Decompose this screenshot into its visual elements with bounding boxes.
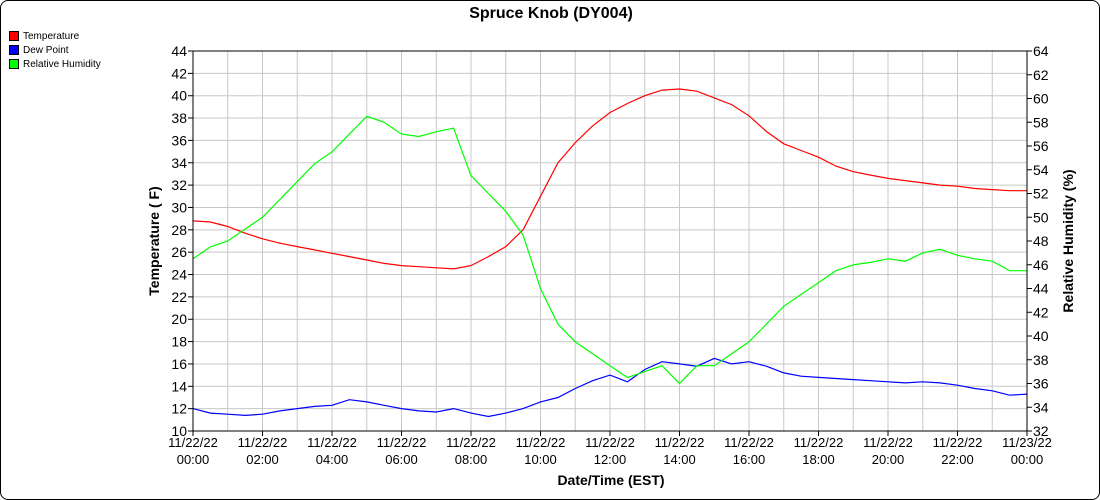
y2-tick-label: 40: [1033, 328, 1049, 344]
grid: [192, 50, 1028, 432]
y2-tick-label: 46: [1033, 257, 1049, 273]
x-tick-time: 20:00: [872, 452, 905, 467]
x-tick-date: 11/22/22: [655, 435, 705, 450]
x-tick-time: 22:00: [941, 452, 974, 467]
x-tick-date: 11/23/22: [1002, 435, 1052, 450]
y2-tick-label: 42: [1033, 304, 1049, 320]
x-tick-time: 12:00: [594, 452, 627, 467]
y-tick-label: 30: [171, 199, 187, 215]
y2-tick-label: 34: [1033, 399, 1049, 415]
y2-tick-label: 56: [1033, 138, 1049, 154]
x-tick-date: 11/22/22: [724, 435, 774, 450]
x-tick-date: 11/22/22: [585, 435, 635, 450]
y-axis-label: Temperature ( F): [146, 186, 162, 295]
x-tick-date: 11/22/22: [238, 435, 288, 450]
legend-label-relative-humidity: Relative Humidity: [23, 58, 101, 70]
y2-tick-label: 60: [1033, 91, 1049, 107]
x-tick-time: 00:00: [177, 452, 210, 467]
y-tick-label: 36: [171, 132, 187, 148]
legend-swatch-temperature: [9, 31, 19, 41]
x-tick-date: 11/22/22: [307, 435, 357, 450]
y-tick-label: 22: [171, 289, 187, 305]
legend: Temperature Dew Point Relative Humidity: [9, 29, 101, 71]
y-tick-label: 24: [171, 267, 187, 283]
y-tick-label: 44: [171, 43, 187, 59]
y-axis-right: 32 34 36 38 40 42 44 46 48 50 52 54 56 58 60 62 64: [1027, 43, 1049, 439]
x-tick-time: 14:00: [663, 452, 696, 467]
y2-axis-label: Relative Humidity (%): [1060, 169, 1076, 312]
x-tick-date: 11/22/22: [863, 435, 913, 450]
legend-swatch-relative-humidity: [9, 59, 19, 69]
y-tick-label: 32: [171, 177, 187, 193]
y-tick-label: 16: [171, 356, 187, 372]
chart-title: Spruce Knob (DY004): [469, 5, 633, 22]
x-tick-date: 11/22/22: [377, 435, 427, 450]
x-tick-date: 11/22/22: [794, 435, 844, 450]
y-tick-label: 10: [171, 423, 187, 439]
series-line-temperature: [192, 88, 1027, 270]
y2-tick-label: 48: [1033, 233, 1049, 249]
y2-tick-label: 50: [1033, 209, 1049, 225]
legend-label-dew-point: Dew Point: [23, 44, 69, 56]
x-tick-time: 08:00: [455, 452, 488, 467]
legend-swatch-dew-point: [9, 45, 19, 55]
y2-tick-label: 36: [1033, 376, 1049, 392]
legend-item-temperature: Temperature: [9, 29, 101, 43]
legend-label-temperature: Temperature: [23, 30, 80, 42]
y2-tick-label: 38: [1033, 352, 1049, 368]
legend-item-relative-humidity: Relative Humidity: [9, 57, 101, 71]
series-lines: [192, 88, 1028, 418]
x-tick-date: 11/22/22: [933, 435, 983, 450]
y-tick-label: 18: [171, 334, 187, 350]
x-tick-date: 11/22/22: [168, 435, 218, 450]
x-tick-time: 00:00: [1011, 452, 1044, 467]
y-tick-label: 14: [171, 378, 187, 394]
y-tick-label: 42: [171, 65, 187, 81]
y-tick-label: 34: [171, 155, 187, 171]
y2-tick-label: 54: [1033, 162, 1049, 178]
y-axis-left: 10 12 14 16 18 20 22 24 26 28 30 32 34 36 38 40 42 44: [171, 43, 193, 439]
y2-tick-label: 62: [1033, 67, 1049, 83]
y-tick-label: 20: [171, 311, 187, 327]
x-axis-label: Date/Time (EST): [557, 472, 664, 488]
x-tick-date: 11/22/22: [446, 435, 496, 450]
x-tick-time: 16:00: [733, 452, 766, 467]
y-tick-label: 40: [171, 88, 187, 104]
x-tick-time: 10:00: [524, 452, 557, 467]
y-tick-label: 28: [171, 222, 187, 238]
series-line-relative-humidity: [192, 115, 1027, 385]
legend-item-dew-point: Dew Point: [9, 43, 101, 57]
y2-tick-label: 32: [1033, 423, 1049, 439]
x-tick-date: 11/22/22: [516, 435, 566, 450]
x-axis: 11/22/22 00:00 11/22/22 02:00 11/22/22 04:00 1…: [168, 431, 1052, 467]
y-tick-label: 26: [171, 244, 187, 260]
x-tick-time: 18:00: [802, 452, 835, 467]
series-line-dew-point: [192, 357, 1028, 418]
y-tick-label: 12: [171, 401, 187, 417]
x-tick-time: 02:00: [246, 452, 279, 467]
y2-tick-label: 64: [1033, 43, 1049, 59]
y2-tick-label: 58: [1033, 114, 1049, 130]
y-tick-label: 38: [171, 110, 187, 126]
x-tick-time: 06:00: [385, 452, 418, 467]
y2-tick-label: 52: [1033, 186, 1049, 202]
y2-tick-label: 44: [1033, 281, 1049, 297]
x-tick-time: 04:00: [316, 452, 349, 467]
